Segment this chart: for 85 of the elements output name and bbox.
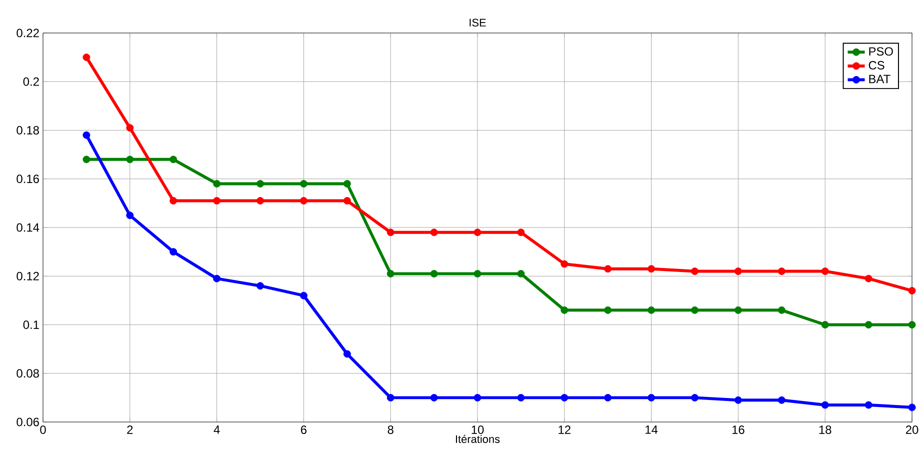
point xyxy=(908,286,916,294)
point xyxy=(778,396,786,404)
point xyxy=(386,394,394,402)
point xyxy=(648,265,656,273)
point xyxy=(213,180,221,188)
point xyxy=(908,404,916,412)
point xyxy=(300,292,308,300)
point xyxy=(604,306,612,314)
point xyxy=(430,394,438,402)
point xyxy=(604,394,612,402)
x-axis-title: Itérations xyxy=(456,434,500,444)
y-tick-label: 0.16 xyxy=(16,174,39,184)
y-tick-label: 0.1 xyxy=(23,320,39,329)
y-tick-label: 0.18 xyxy=(16,126,39,134)
point xyxy=(386,270,394,278)
legend-label: CS xyxy=(868,61,884,70)
point xyxy=(734,396,742,404)
x-tick-label: 18 xyxy=(819,426,832,434)
point xyxy=(474,394,482,402)
x-tick-label: 10 xyxy=(472,426,484,434)
point xyxy=(213,197,221,204)
point xyxy=(343,180,351,188)
point xyxy=(82,131,90,139)
point xyxy=(82,156,90,164)
point xyxy=(734,268,742,275)
point xyxy=(517,228,525,236)
point xyxy=(256,180,264,188)
point xyxy=(864,401,872,409)
point xyxy=(386,228,394,236)
point xyxy=(343,350,351,358)
point xyxy=(82,54,90,62)
point xyxy=(430,270,438,278)
point xyxy=(300,180,308,188)
point xyxy=(300,197,308,204)
point xyxy=(126,124,134,132)
point xyxy=(864,274,872,282)
point xyxy=(821,268,829,275)
x-tick-label: 16 xyxy=(732,426,744,434)
x-tick-label: 0 xyxy=(40,426,46,434)
point xyxy=(734,306,742,314)
y-tick-label: 0.06 xyxy=(16,418,39,426)
point xyxy=(691,306,698,314)
point xyxy=(256,282,264,290)
point xyxy=(126,156,134,164)
point xyxy=(517,394,525,402)
point xyxy=(560,306,568,314)
y-tick-label: 0.22 xyxy=(16,28,39,38)
point xyxy=(170,248,178,256)
point xyxy=(604,265,612,273)
x-tick-label: 14 xyxy=(646,426,658,434)
point xyxy=(821,401,829,409)
x-tick-label: 20 xyxy=(906,426,918,434)
point xyxy=(256,197,264,204)
point xyxy=(126,212,134,220)
y-tick-label: 0.2 xyxy=(23,77,39,86)
point xyxy=(778,268,786,275)
x-tick-label: 2 xyxy=(127,426,133,434)
legend-label: PSO xyxy=(869,47,893,56)
point xyxy=(864,321,872,328)
y-tick-label: 0.12 xyxy=(16,272,39,280)
x-tick-label: 6 xyxy=(300,426,307,434)
point xyxy=(821,321,829,328)
point xyxy=(343,197,351,204)
y-tick-label: 0.08 xyxy=(16,369,39,378)
point xyxy=(691,268,698,275)
chart-title: ISE xyxy=(470,18,486,26)
point xyxy=(691,394,698,402)
point xyxy=(213,274,221,282)
legend-label: BAT xyxy=(869,74,890,84)
x-tick-label: 8 xyxy=(388,426,394,434)
x-tick-label: 4 xyxy=(214,426,220,434)
point xyxy=(560,394,568,402)
point xyxy=(474,270,482,278)
point xyxy=(648,394,656,402)
point xyxy=(170,197,178,204)
point xyxy=(474,228,482,236)
point xyxy=(778,306,786,314)
point xyxy=(560,260,568,268)
point xyxy=(170,156,178,164)
y-tick-label: 0.14 xyxy=(16,223,40,232)
x-tick-label: 12 xyxy=(558,426,570,434)
point xyxy=(648,306,656,314)
point xyxy=(517,270,525,278)
point xyxy=(430,228,438,236)
point xyxy=(908,321,916,328)
